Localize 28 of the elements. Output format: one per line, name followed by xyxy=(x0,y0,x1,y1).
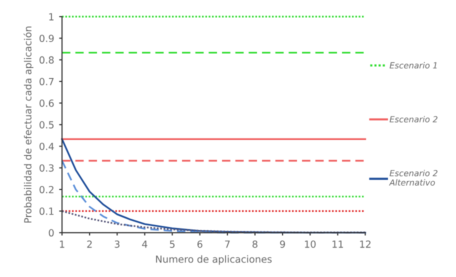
y-tick-label: 0.3 xyxy=(40,164,54,172)
x-tick-label: 2 xyxy=(87,240,92,248)
x-tick-label: 4 xyxy=(142,240,148,248)
legend-label: Escenario 1 xyxy=(390,62,437,69)
legend-label: Escenario 2 Alternativo xyxy=(388,170,438,186)
y-tick-label: 0.4 xyxy=(40,142,54,150)
y-tick-label: 0.1 xyxy=(40,208,54,215)
x-tick-label: 12 xyxy=(360,240,370,248)
x-tick-label: 1 xyxy=(60,240,64,248)
x-tick-label: 6 xyxy=(197,240,202,248)
x-tick-label: 5 xyxy=(170,240,175,248)
x-tick-label: 10 xyxy=(305,240,316,248)
x-tick-label: 3 xyxy=(114,240,120,248)
y-tick-label: 0 xyxy=(48,229,54,237)
x-tick-label: 11 xyxy=(332,240,343,248)
y-tick-label: 1 xyxy=(49,13,54,20)
y-tick-label: 0.5 xyxy=(40,121,54,128)
y-axis-title: Probabilidad de efectuar cada aplicación xyxy=(24,26,34,223)
y-tick-label: 0.8 xyxy=(40,56,54,64)
x-axis-title: Numero de aplicaciones xyxy=(156,255,272,265)
x-tick-label: 9 xyxy=(280,240,285,248)
y-tick-label: 0.7 xyxy=(40,78,54,86)
y-tick-label: 0.2 xyxy=(40,186,54,194)
y-tick-label: 0.6 xyxy=(40,100,54,107)
x-tick-label: 7 xyxy=(225,240,230,248)
y-tick-label: 0.9 xyxy=(40,34,54,42)
legend-label: Escenario 2 xyxy=(390,116,438,122)
x-tick-label: 8 xyxy=(252,240,258,248)
